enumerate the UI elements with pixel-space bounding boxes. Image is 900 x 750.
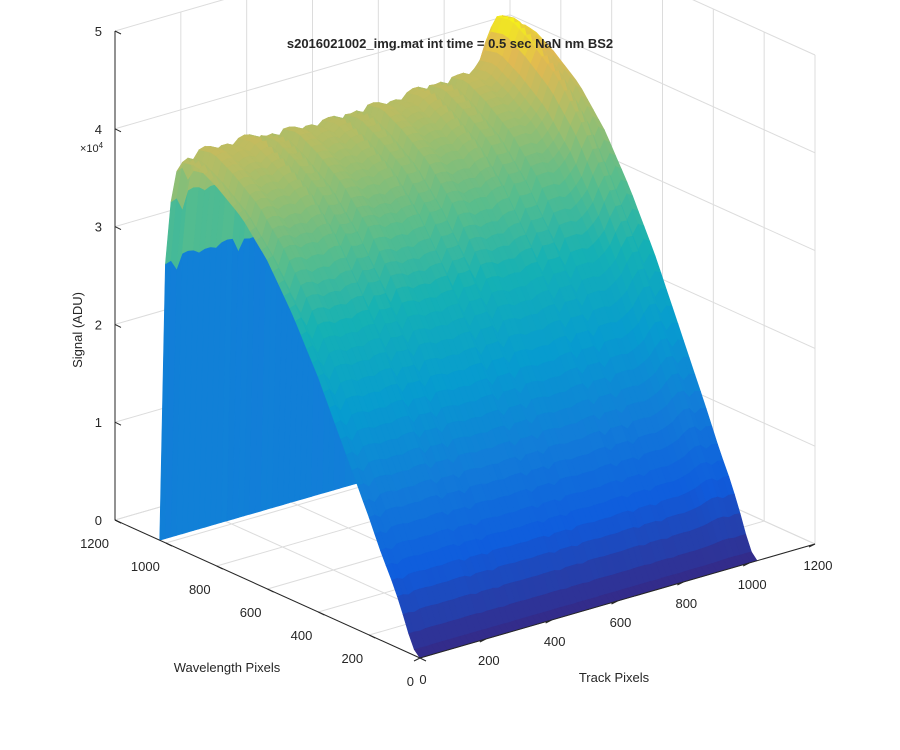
y-tick-label: 1200 (80, 536, 109, 551)
y-tick (165, 542, 173, 547)
x-tick-label: 400 (544, 634, 566, 649)
y-tick-label: 800 (189, 582, 211, 597)
z-tick-label: 0 (95, 513, 102, 528)
x-tick-label: 200 (478, 653, 500, 668)
x-tick-label: 1200 (804, 558, 833, 573)
y-tick-label: 200 (341, 651, 363, 666)
surface-mesh (159, 14, 758, 659)
z-axis-label: Signal (ADU) (70, 292, 85, 368)
x-tick-label: 600 (610, 615, 632, 630)
z-exponent-base: ×10 (80, 143, 99, 155)
y-axis-label: Wavelength Pixels (174, 660, 281, 675)
z-tick (114, 323, 122, 328)
y-tick-label: 600 (240, 605, 262, 620)
x-tick (742, 562, 750, 567)
z-exponent-label: ×104 (80, 141, 104, 155)
z-tick (114, 226, 122, 231)
x-tick (479, 638, 487, 643)
y-tick (318, 611, 325, 616)
z-tick-label: 1 (95, 415, 102, 430)
y-tick-label: 0 (407, 674, 414, 689)
y-tick (267, 588, 274, 593)
x-tick (545, 619, 552, 624)
y-tick (419, 657, 427, 662)
x-tick-label: 0 (419, 672, 426, 687)
z-tick-label: 5 (95, 24, 102, 39)
x-tick (808, 543, 816, 548)
z-tick-label: 2 (95, 317, 102, 332)
y-tick (368, 634, 376, 639)
y-tick-label: 400 (291, 628, 313, 643)
chart-title: s2016021002_img.mat int time = 0.5 sec N… (287, 36, 613, 51)
z-exponent-power: 4 (99, 141, 104, 150)
z-tick (114, 519, 122, 524)
x-tick-label: 800 (675, 596, 697, 611)
z-tick (114, 421, 122, 426)
x-tick (413, 657, 421, 662)
axis-ticks (114, 30, 816, 662)
z-tick-label: 3 (95, 220, 102, 235)
x-tick-label: 1000 (738, 577, 767, 592)
z-tick (114, 30, 122, 35)
x-axis-label: Track Pixels (579, 670, 650, 685)
y-tick-label: 1000 (131, 559, 160, 574)
x-tick (677, 581, 684, 586)
z-tick (114, 128, 122, 133)
z-tick-label: 4 (95, 122, 102, 137)
x-tick (611, 600, 618, 605)
y-tick (216, 565, 223, 570)
tick-labels: 0200400600800100012000200400600800100012… (80, 24, 832, 689)
